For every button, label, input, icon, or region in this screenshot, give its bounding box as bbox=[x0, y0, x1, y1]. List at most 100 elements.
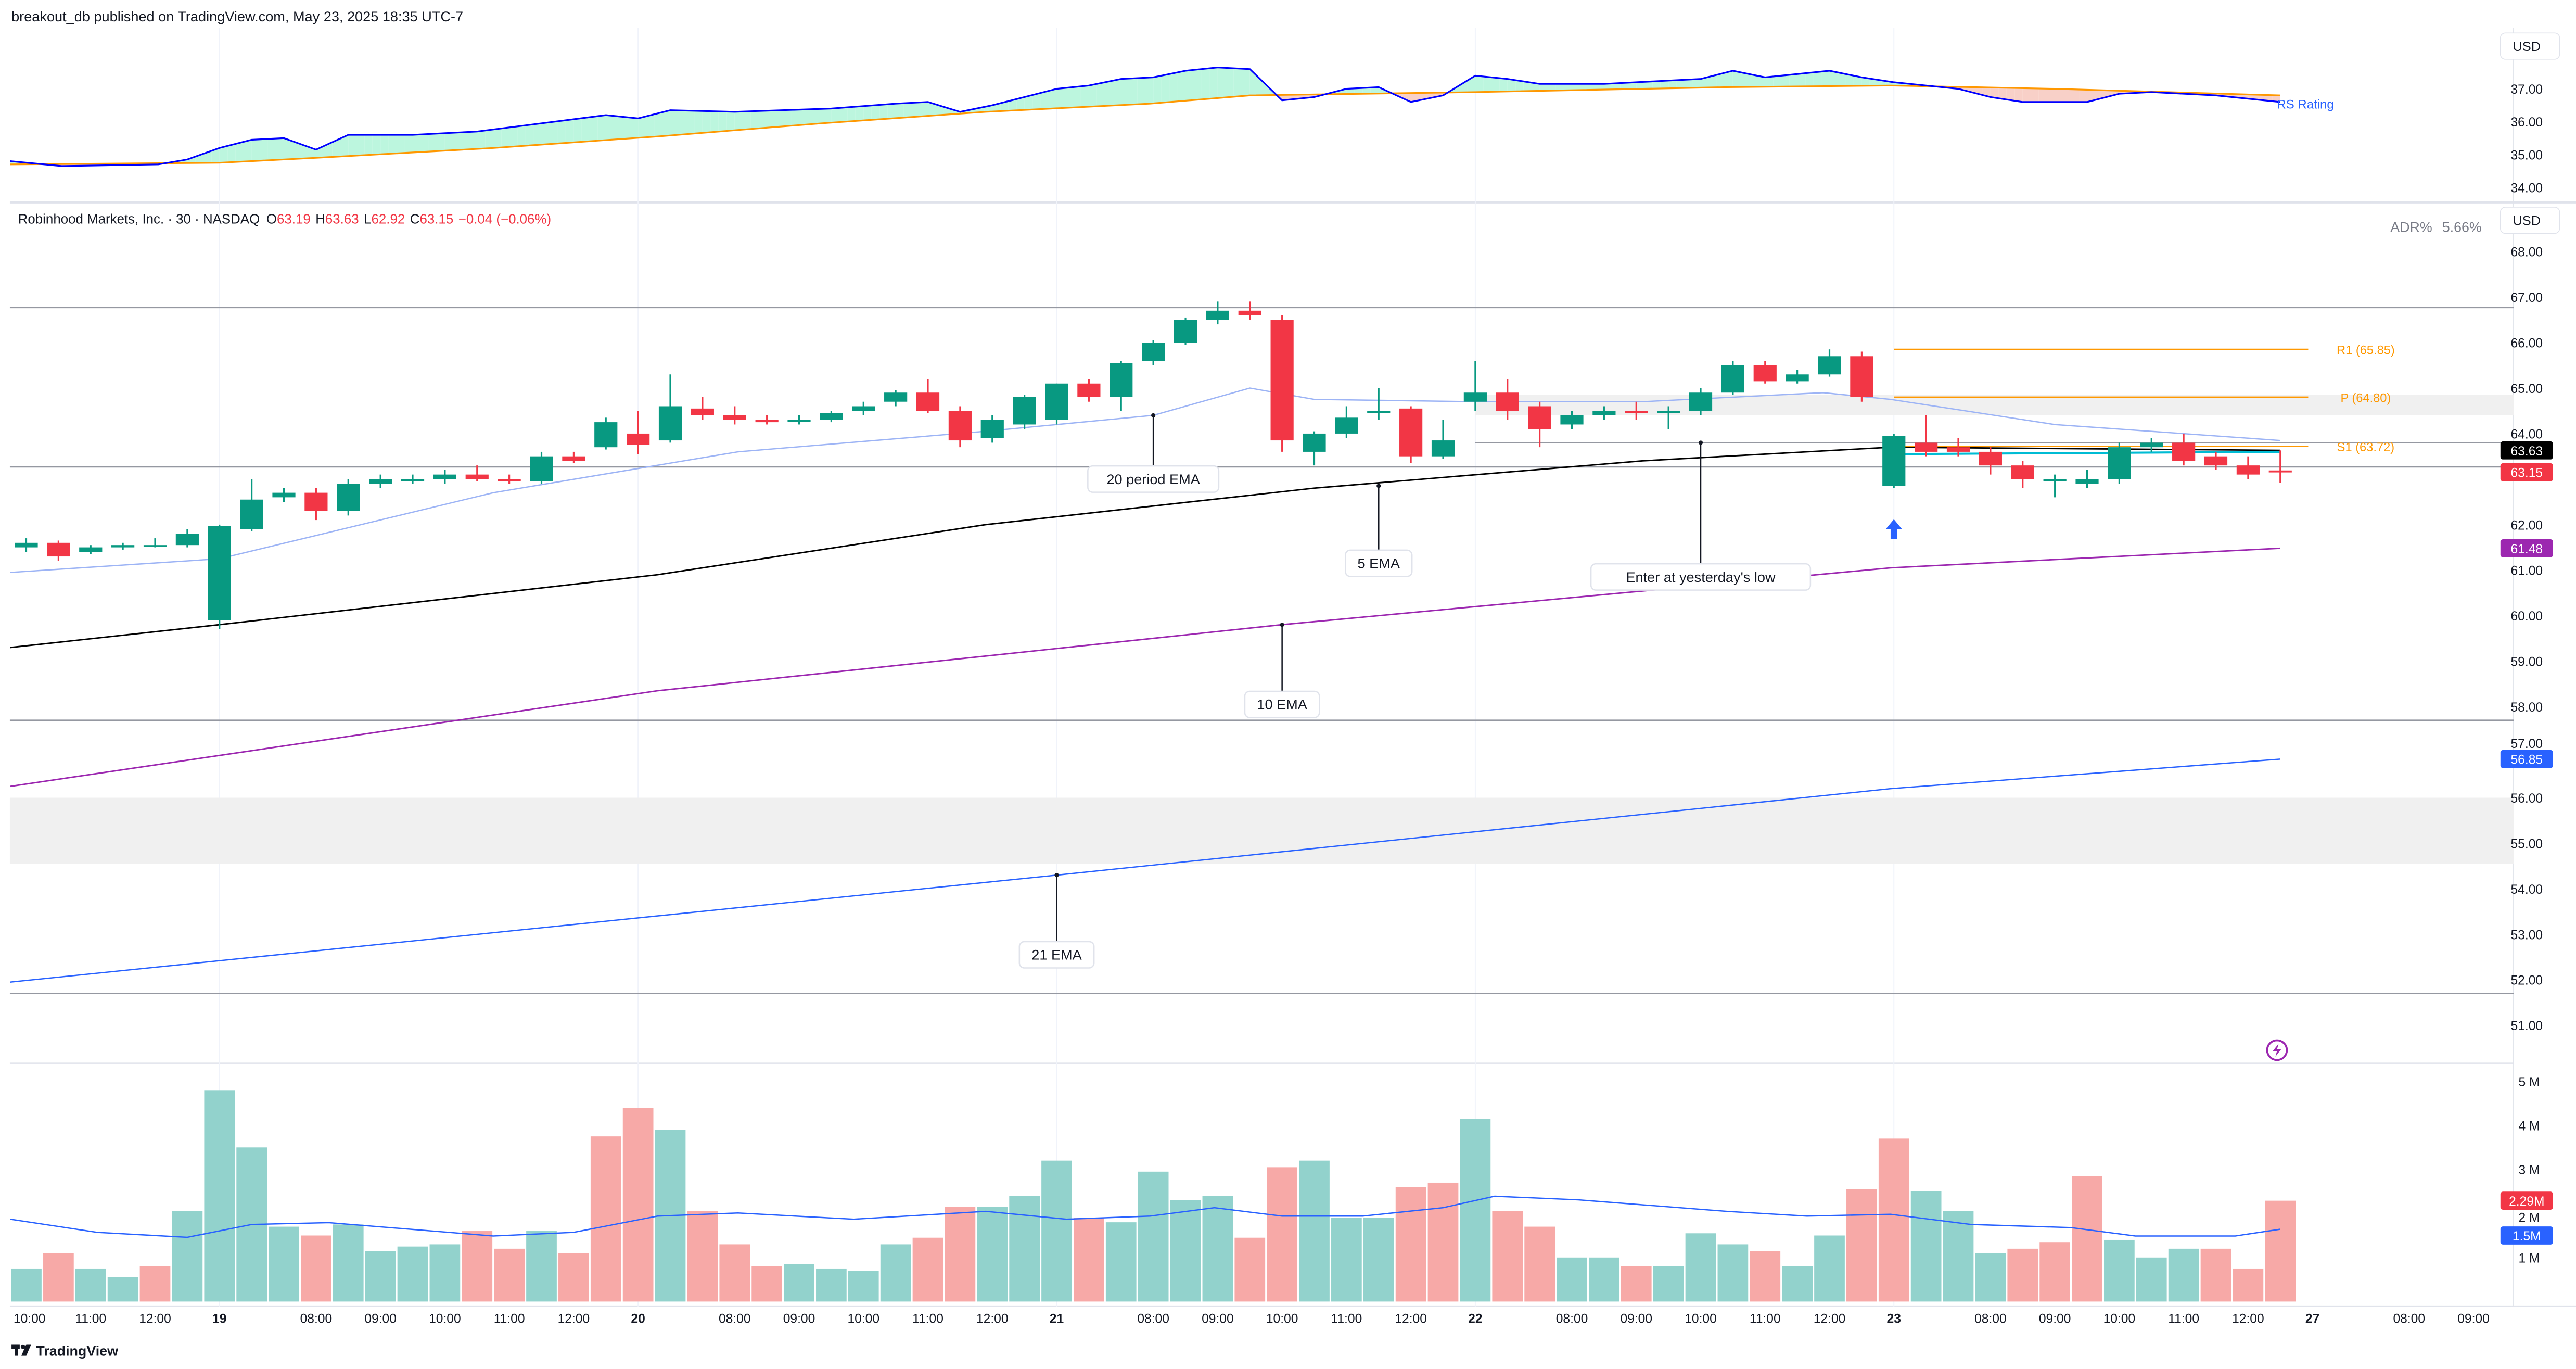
volume-bar[interactable] bbox=[977, 1207, 1008, 1302]
candle[interactable] bbox=[1753, 365, 1777, 382]
candle[interactable] bbox=[1142, 343, 1165, 361]
candle[interactable] bbox=[2268, 470, 2292, 473]
volume-bar[interactable] bbox=[1524, 1226, 1555, 1302]
volume-bar[interactable] bbox=[816, 1268, 847, 1302]
candle[interactable] bbox=[143, 545, 167, 547]
volume-bar[interactable] bbox=[494, 1248, 525, 1302]
annotation-callout[interactable] bbox=[1244, 690, 1320, 718]
volume-bar[interactable] bbox=[2265, 1200, 2296, 1302]
annotation-callout[interactable] bbox=[1018, 941, 1095, 969]
volume-bar[interactable] bbox=[172, 1211, 203, 1302]
volume-bar[interactable] bbox=[2104, 1239, 2135, 1302]
candle[interactable] bbox=[433, 474, 456, 479]
volume-bar[interactable] bbox=[1492, 1211, 1523, 1302]
volume-bar[interactable] bbox=[2200, 1248, 2231, 1302]
volume-bar[interactable] bbox=[784, 1264, 814, 1302]
candle[interactable] bbox=[1431, 440, 1455, 457]
volume-bar[interactable] bbox=[1846, 1189, 1877, 1302]
volume-bar[interactable] bbox=[1685, 1233, 1716, 1302]
lightning-icon[interactable] bbox=[2266, 1039, 2288, 1061]
candle[interactable] bbox=[1013, 397, 1036, 425]
volume-bar[interactable] bbox=[1202, 1196, 1233, 1302]
volume-bar[interactable] bbox=[365, 1251, 396, 1302]
candle[interactable] bbox=[1786, 374, 1809, 382]
volume-bar[interactable] bbox=[1750, 1251, 1781, 1302]
candle[interactable] bbox=[1946, 447, 1970, 452]
volume-bar[interactable] bbox=[1234, 1237, 1266, 1302]
candle[interactable] bbox=[401, 479, 425, 481]
volume-bar[interactable] bbox=[2168, 1248, 2199, 1302]
candle[interactable] bbox=[1915, 442, 1938, 452]
candle[interactable] bbox=[79, 547, 103, 552]
volume-bar[interactable] bbox=[1363, 1218, 1394, 1302]
candle[interactable] bbox=[1979, 451, 2002, 466]
volume-bar[interactable] bbox=[75, 1268, 106, 1302]
volume-bar[interactable] bbox=[1170, 1200, 1201, 1302]
volume-bar[interactable] bbox=[43, 1253, 74, 1302]
candle[interactable] bbox=[1206, 310, 1229, 320]
volume-bar[interactable] bbox=[2072, 1176, 2102, 1302]
volume-bar[interactable] bbox=[1395, 1187, 1426, 1302]
volume-bar[interactable] bbox=[687, 1211, 718, 1302]
volume-bar[interactable] bbox=[1814, 1235, 1845, 1302]
entry-arrow-up-icon[interactable] bbox=[1885, 519, 1903, 539]
candle[interactable] bbox=[1367, 411, 1391, 413]
candle[interactable] bbox=[1721, 365, 1744, 393]
candle[interactable] bbox=[948, 411, 972, 441]
candle[interactable] bbox=[2043, 479, 2067, 481]
volume-bar[interactable] bbox=[107, 1277, 138, 1302]
ema10-line[interactable] bbox=[10, 547, 2280, 788]
candle[interactable] bbox=[498, 479, 521, 481]
volume-bar[interactable] bbox=[1138, 1171, 1169, 1302]
volume-bar[interactable] bbox=[11, 1268, 42, 1302]
volume-ma-line[interactable] bbox=[10, 1195, 2280, 1238]
candle[interactable] bbox=[465, 474, 489, 479]
candle[interactable] bbox=[691, 408, 714, 415]
candle[interactable] bbox=[1560, 415, 1584, 425]
candle[interactable] bbox=[723, 415, 746, 420]
volume-bar[interactable] bbox=[1975, 1253, 2006, 1302]
volume-bar[interactable] bbox=[2233, 1268, 2264, 1302]
candle[interactable] bbox=[1238, 310, 1261, 315]
volume-bar[interactable] bbox=[880, 1244, 911, 1302]
volume-bar[interactable] bbox=[2007, 1248, 2038, 1302]
rs-rating-pane[interactable] bbox=[9, 28, 2514, 201]
candle[interactable] bbox=[208, 526, 231, 620]
ema5-line[interactable] bbox=[10, 446, 2280, 649]
volume-bar[interactable] bbox=[204, 1090, 235, 1302]
volume-bar[interactable] bbox=[139, 1266, 171, 1302]
candle[interactable] bbox=[47, 542, 70, 557]
volume-bar[interactable] bbox=[558, 1253, 589, 1302]
candle[interactable] bbox=[1463, 392, 1487, 402]
candle[interactable] bbox=[369, 479, 392, 484]
volume-bar[interactable] bbox=[397, 1246, 428, 1302]
candle[interactable] bbox=[627, 433, 650, 445]
candle[interactable] bbox=[1335, 417, 1358, 434]
candle[interactable] bbox=[272, 492, 296, 498]
volume-bar[interactable] bbox=[751, 1266, 782, 1302]
candle[interactable] bbox=[1270, 320, 1294, 441]
annotation-callout[interactable] bbox=[1087, 465, 1220, 493]
candle[interactable] bbox=[2140, 442, 2163, 448]
candle[interactable] bbox=[980, 420, 1004, 438]
volume-bar[interactable] bbox=[1460, 1119, 1491, 1302]
annotation-callout[interactable] bbox=[1590, 563, 1812, 591]
candle[interactable] bbox=[1174, 320, 1197, 343]
currency-button[interactable] bbox=[2500, 207, 2560, 234]
candle[interactable] bbox=[2236, 465, 2260, 475]
volume-bar[interactable] bbox=[1267, 1167, 1297, 1302]
candle[interactable] bbox=[1625, 411, 1648, 413]
candle[interactable] bbox=[304, 492, 328, 511]
currency-button[interactable] bbox=[2500, 32, 2560, 60]
volume-bar[interactable] bbox=[1782, 1266, 1813, 1302]
ema21-line[interactable] bbox=[10, 758, 2280, 983]
candle[interactable] bbox=[1045, 383, 1068, 420]
rs-ma-line[interactable] bbox=[10, 84, 2280, 166]
volume-bar[interactable] bbox=[590, 1136, 621, 1302]
volume-bar[interactable] bbox=[1557, 1257, 1587, 1302]
volume-bar[interactable] bbox=[945, 1207, 976, 1302]
volume-bar[interactable] bbox=[526, 1231, 557, 1302]
candle[interactable] bbox=[1657, 411, 1680, 413]
volume-bar[interactable] bbox=[301, 1235, 331, 1302]
